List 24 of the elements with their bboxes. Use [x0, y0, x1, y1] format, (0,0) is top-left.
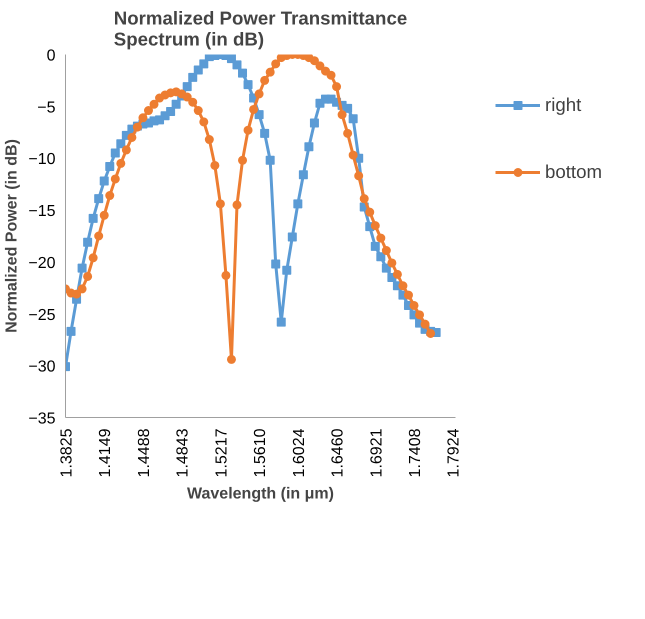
x-tick-label: 1.5610	[252, 428, 270, 478]
x-tick-label: 1.4488	[136, 428, 153, 478]
y-tick-label: −35	[28, 410, 56, 428]
y-tick-label: −15	[28, 203, 56, 220]
y-tick-label: −25	[28, 306, 56, 324]
x-tick-label: 1.6024	[290, 428, 308, 478]
y-tick-label: −20	[28, 254, 56, 272]
x-tick-label: 1.7408	[407, 428, 424, 478]
x-tick-label: 1.4149	[97, 428, 114, 478]
x-tick-label: 1.7924	[446, 428, 463, 478]
legend-label: bottom	[545, 161, 602, 183]
chart-title: Normalized Power Transmittance Spectrum (in dB)	[114, 8, 408, 50]
legend-label: right	[545, 94, 582, 116]
x-tick-label: 1.6460	[330, 428, 347, 478]
x-tick-label: 1.3825	[58, 428, 76, 478]
y-tick-label: −10	[28, 151, 56, 168]
y-tick-label: 0	[46, 48, 56, 64]
y-tick-label: −30	[28, 358, 56, 376]
x-tick-label: 1.6921	[368, 428, 386, 478]
x-tick-label: 1.4843	[174, 428, 192, 478]
x-axis-title: Wavelength (in μm)	[187, 485, 334, 502]
y-axis-title: Normalized Power (in dB)	[3, 139, 20, 333]
y-tick-label: −5	[37, 99, 56, 116]
x-tick-label: 1.5217	[213, 428, 230, 478]
